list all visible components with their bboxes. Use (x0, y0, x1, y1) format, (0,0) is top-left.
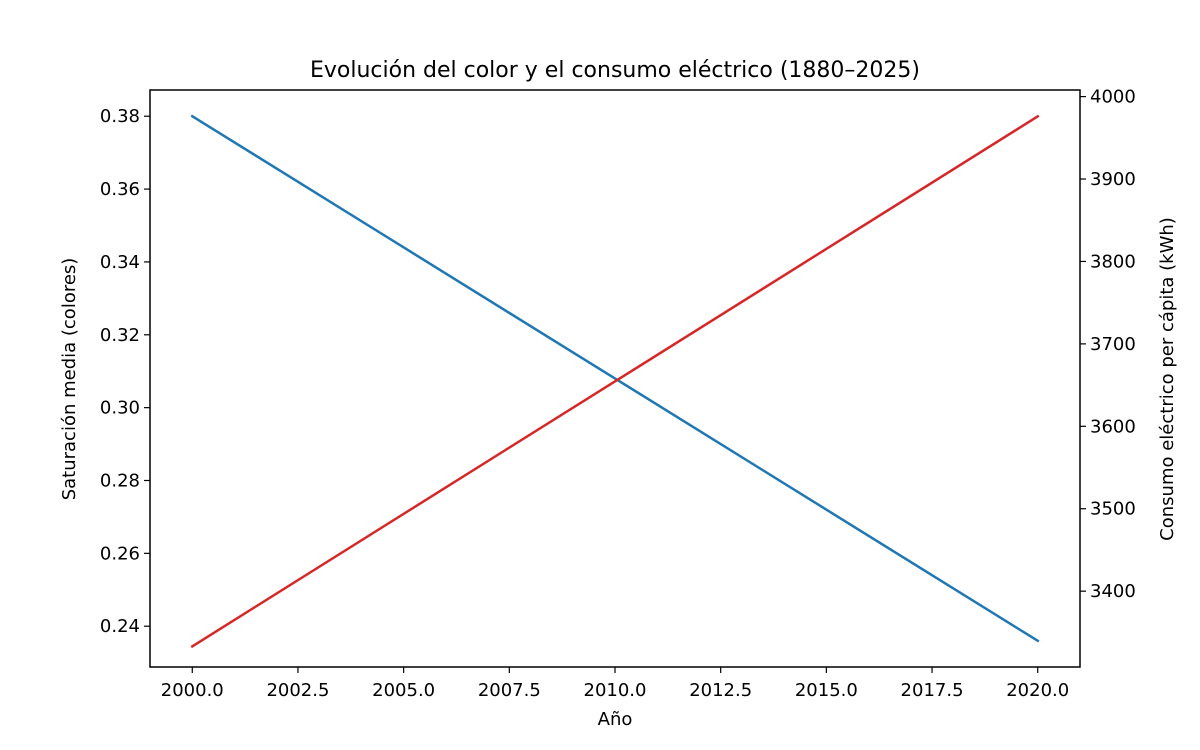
y-tick-label-right: 3800 (1090, 251, 1136, 272)
y-tick-label-right: 3700 (1090, 334, 1136, 355)
y-tick-label-right: 3900 (1090, 169, 1136, 190)
y-tick-label-left: 0.34 (100, 252, 140, 273)
x-tick-label: 2007.5 (478, 680, 541, 701)
plot-area (190, 114, 1040, 649)
y-tick-label-left: 0.26 (100, 543, 140, 564)
y-axis-label-left: Saturación media (colores) (59, 258, 80, 501)
y-tick-label-right: 4000 (1090, 87, 1136, 108)
series-line-saturacion (190, 114, 1040, 643)
chart-title: Evolución del color y el consumo eléctri… (310, 58, 920, 83)
x-tick-label: 2002.5 (266, 680, 329, 701)
x-tick-label: 2010.0 (584, 680, 647, 701)
x-tick-label: 2000.0 (161, 680, 224, 701)
y-tick-label-left: 0.38 (100, 106, 140, 127)
x-tick-label: 2015.0 (795, 680, 858, 701)
x-tick-label: 2005.0 (372, 680, 435, 701)
x-tick-label: 2012.5 (689, 680, 752, 701)
y-tick-label-right: 3400 (1090, 581, 1136, 602)
x-tick-label: 2017.5 (901, 680, 964, 701)
y-tick-label-left: 0.36 (100, 179, 140, 200)
y-tick-label-left: 0.30 (100, 398, 140, 419)
y-tick-label-right: 3500 (1090, 499, 1136, 520)
y-tick-label-left: 0.28 (100, 470, 140, 491)
series-line-consumo (190, 114, 1040, 649)
x-axis-label: Año (598, 709, 633, 730)
y-axis-label-right: Consumo eléctrico per cápita (kWh) (1157, 217, 1178, 541)
y-tick-label-left: 0.32 (100, 325, 140, 346)
y-tick-label-right: 3600 (1090, 416, 1136, 437)
y-tick-label-left: 0.24 (100, 616, 140, 637)
x-tick-label: 2020.0 (1006, 680, 1069, 701)
